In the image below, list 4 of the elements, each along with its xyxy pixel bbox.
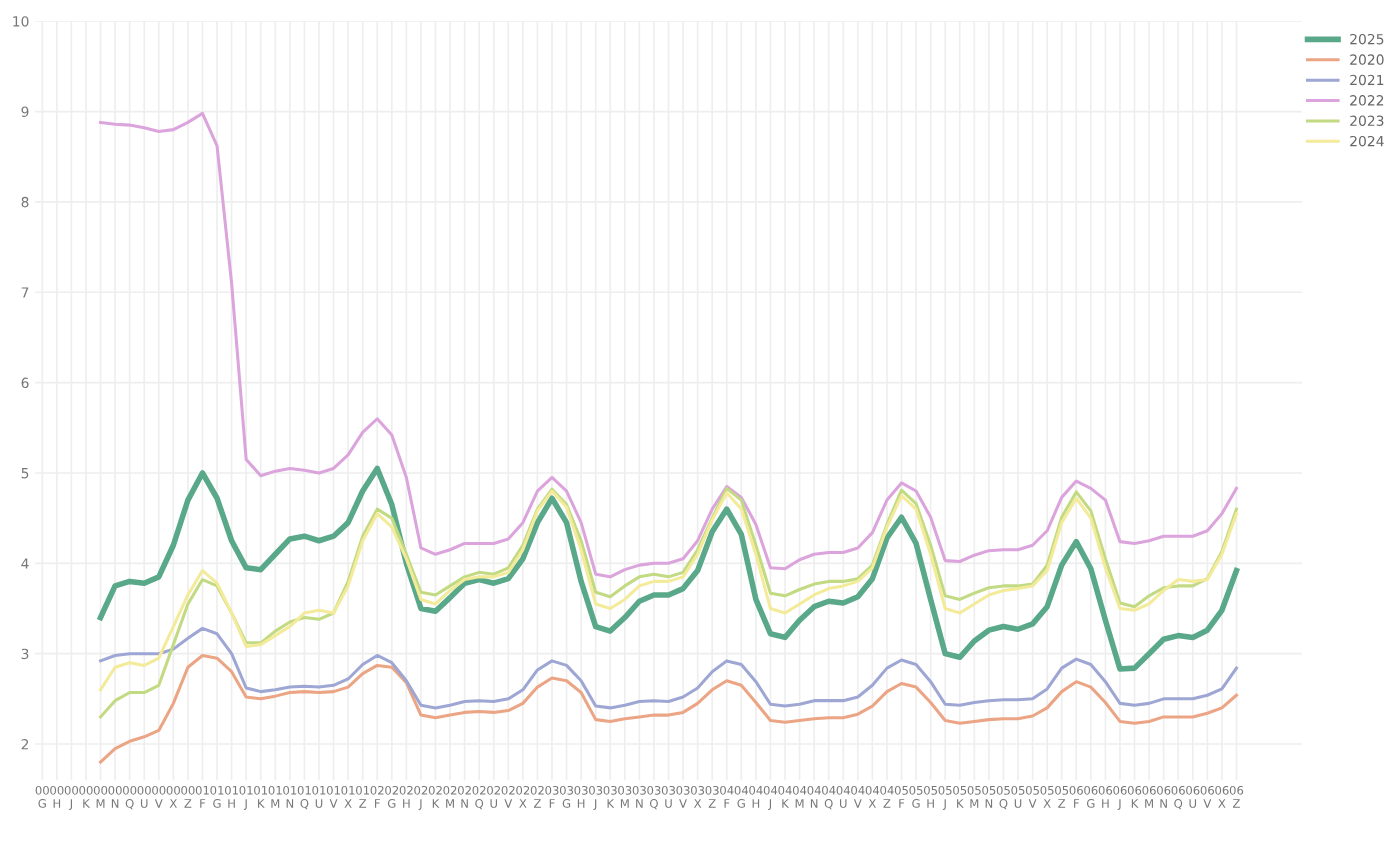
- line-series: [99, 653, 1238, 764]
- line-series: [97, 465, 1240, 672]
- line-series: [99, 111, 1238, 579]
- line-series: [99, 626, 1238, 710]
